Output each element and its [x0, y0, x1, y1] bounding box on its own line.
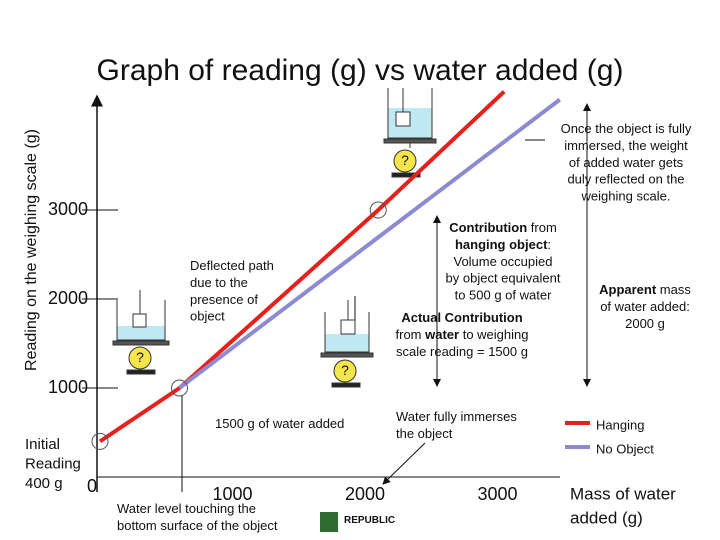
x-axis-label: Mass of water: [570, 484, 676, 503]
annotation-run: to 500 g of water: [455, 288, 553, 303]
annotation: immersed, the weight: [564, 138, 688, 153]
annotation-run: ?: [401, 152, 409, 168]
annotation-run: Contribution: [449, 220, 527, 235]
scale-icon: [383, 88, 437, 178]
annotation: of water added:: [600, 299, 690, 314]
annotation-run: water: [424, 327, 459, 342]
annotation: the object: [396, 426, 453, 441]
annotation: Apparent mass: [599, 282, 691, 297]
x-tick-label: 2000: [345, 484, 385, 504]
chart-title: Graph of reading (g) vs water added (g): [97, 54, 624, 87]
data-point: [91, 432, 109, 450]
annotation: bottom surface of the object: [117, 518, 278, 533]
annotation: duly reflected on the: [567, 172, 684, 187]
annotation-run: by object equivalent: [446, 271, 561, 286]
annotation-run: the object: [396, 426, 453, 441]
annotation: Volume occupied: [453, 254, 552, 269]
annotation-run: duly reflected on the: [567, 172, 684, 187]
annotation-run: Deflected path: [190, 258, 274, 273]
annotation-run: hanging object: [455, 237, 548, 252]
annotation-run: REPUBLIC: [344, 515, 395, 526]
annotation: ?: [401, 152, 409, 168]
y-tick-label: 3000: [48, 199, 88, 219]
annotation-run: immersed, the weight: [564, 138, 688, 153]
legend-label: No Object: [596, 441, 654, 456]
annotation-run: of water added:: [600, 299, 690, 314]
annotation-run: ?: [136, 349, 144, 365]
annotation-run: to weighing: [459, 327, 528, 342]
annotation-run: 400 g: [25, 475, 63, 492]
annotation-run: bottom surface of the object: [117, 518, 278, 533]
pointer-arrow: [382, 442, 426, 485]
scale-icon: [112, 290, 170, 375]
annotation: ?: [341, 362, 349, 378]
annotation: Water fully immerses: [396, 409, 517, 424]
annotation-run: Apparent: [599, 282, 657, 297]
annotation-run: scale reading = 1500 g: [396, 344, 528, 359]
x-tick-label: 0: [87, 476, 97, 496]
annotation: weighing scale.: [581, 189, 671, 204]
annotation: Deflected path: [190, 258, 274, 273]
annotation: object: [190, 309, 225, 324]
annotation: of added water gets: [569, 155, 684, 170]
x-tick-label: 3000: [477, 484, 517, 504]
annotation-run: 2000 g: [625, 316, 665, 331]
annotation-run: Water level touching the: [117, 501, 256, 516]
data-point: [171, 379, 188, 397]
annotation-run: Initial: [25, 436, 60, 453]
annotation: hanging object:: [455, 237, 551, 252]
y-tick-label: 1000: [48, 377, 88, 397]
annotation: Water level touching the: [117, 501, 256, 516]
annotation: 400 g: [25, 475, 63, 492]
annotation: Contribution from: [449, 220, 557, 235]
annotation-run: from: [527, 220, 557, 235]
annotation: REPUBLIC: [344, 515, 395, 526]
x-axis-label: added (g): [570, 508, 643, 527]
annotation-run: of added water gets: [569, 155, 684, 170]
annotation-run: :: [547, 237, 551, 252]
logo-mark: [320, 512, 338, 532]
annotation: Once the object is fully: [561, 121, 692, 136]
annotation-run: Actual Contribution: [401, 310, 522, 325]
annotation-run: ?: [341, 362, 349, 378]
annotation: ?: [136, 349, 144, 365]
scale-icon: [320, 300, 374, 388]
annotation-run: from: [396, 327, 426, 342]
annotation-run: 1500 g of water added: [215, 416, 344, 431]
line-series: [98, 90, 506, 444]
annotation-run: Volume occupied: [453, 254, 552, 269]
annotation: 2000 g: [625, 316, 665, 331]
annotation: Actual Contribution: [401, 310, 522, 325]
line-series: [178, 98, 561, 390]
annotation-run: Reading: [25, 455, 81, 472]
legend-label: Hanging: [596, 417, 644, 432]
annotation: scale reading = 1500 g: [396, 344, 528, 359]
x-tick-label: 1000: [212, 484, 252, 504]
annotation-run: Once the object is fully: [561, 121, 692, 136]
annotation-run: object: [190, 309, 225, 324]
annotation-run: mass: [656, 282, 691, 297]
annotation: from water to weighing: [396, 327, 529, 342]
annotation-run: due to the: [190, 275, 248, 290]
annotation-run: presence of: [190, 292, 258, 307]
annotation: Reading: [25, 455, 81, 472]
annotation: by object equivalent: [446, 271, 561, 286]
data-point: [369, 201, 387, 219]
annotation: due to the: [190, 275, 248, 290]
annotation-run: weighing scale.: [581, 189, 671, 204]
y-axis-label: Reading on the weighing scale (g): [23, 129, 40, 371]
annotation: presence of: [190, 292, 258, 307]
annotation: to 500 g of water: [455, 288, 553, 303]
y-tick-label: 2000: [48, 288, 88, 308]
annotation-run: Water fully immerses: [396, 409, 517, 424]
annotation: 1500 g of water added: [215, 416, 344, 431]
annotation: Initial: [25, 436, 60, 453]
